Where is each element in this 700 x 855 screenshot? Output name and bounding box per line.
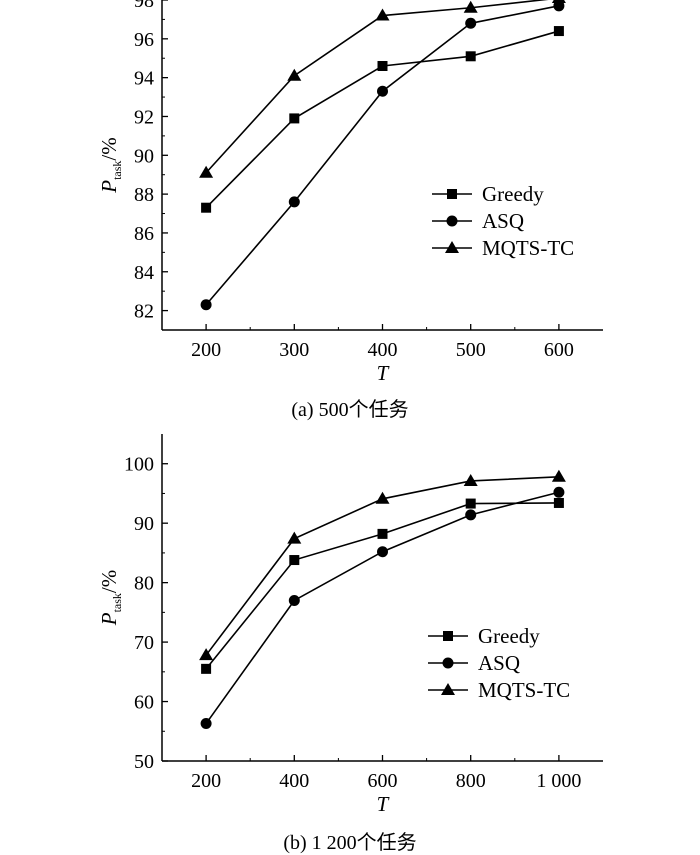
- y-tick-label: 90: [134, 145, 154, 167]
- caption-a: (a) 500个任务: [291, 399, 409, 421]
- y-tick-label: 100: [124, 454, 154, 476]
- x-tick-label: 400: [279, 770, 309, 792]
- x-tick-label: 800: [456, 770, 486, 792]
- data-point-greedy: [201, 663, 212, 674]
- y-tick-label: 90: [134, 513, 154, 535]
- data-point-mqts-tc: [463, 473, 478, 486]
- chart-a: 82 84 86 88 90 92 94 96 98 200 300 400 500 600 T Ptask/…: [97, 0, 603, 385]
- data-point-greedy: [553, 497, 564, 508]
- legend-label: ASQ: [478, 651, 520, 675]
- y-tick-label: 60: [134, 692, 154, 714]
- data-point-greedy: [289, 113, 300, 124]
- data-point-mqts-tc: [287, 68, 302, 81]
- y-axis-label: Ptask/%: [97, 570, 124, 627]
- data-point-greedy: [289, 555, 300, 566]
- data-point-mqts-tc: [287, 531, 302, 544]
- legend-marker: [442, 657, 454, 669]
- data-point-asq: [553, 0, 565, 12]
- legend-marker: [446, 215, 458, 227]
- chart-b: 50 60 70 80 90 100 200 400 600 800 1 000 T Ptask/% Gr…: [97, 434, 603, 816]
- y-tick-label: 92: [134, 106, 154, 128]
- data-point-greedy: [377, 528, 388, 539]
- legend-marker: [447, 189, 457, 199]
- legend-label: Greedy: [482, 182, 544, 206]
- data-point-asq: [377, 85, 388, 97]
- data-point-greedy: [465, 498, 476, 509]
- y-tick-label: 86: [134, 223, 154, 245]
- data-point-greedy: [377, 61, 388, 71]
- data-point-mqts-tc: [375, 491, 390, 504]
- y-tick-label: 88: [134, 184, 154, 206]
- data-point-asq: [288, 594, 300, 606]
- data-point-asq: [465, 17, 477, 29]
- legend-label: ASQ: [482, 209, 524, 233]
- legend-label: Greedy: [478, 624, 540, 648]
- y-tick-label: 94: [134, 68, 154, 90]
- data-point-mqts-tc: [551, 469, 566, 482]
- data-point-mqts-tc: [199, 165, 214, 178]
- data-point-asq: [200, 718, 212, 730]
- x-tick-label: 400: [368, 339, 398, 361]
- x-axis-label: T: [377, 361, 390, 385]
- caption-b: (b) 1 200个任务: [283, 832, 417, 854]
- data-point-asq: [288, 196, 300, 208]
- y-axis-label: Ptask/%: [97, 137, 124, 194]
- x-tick-label: 600: [368, 770, 398, 792]
- data-point-greedy: [553, 26, 564, 37]
- data-point-asq: [465, 509, 477, 521]
- legend-label: MQTS-TC: [478, 678, 570, 702]
- y-tick-label: 82: [134, 301, 154, 323]
- data-point-asq: [553, 486, 565, 498]
- x-tick-label: 1 000: [536, 770, 581, 792]
- legend-marker: [445, 241, 459, 253]
- x-tick-label: 600: [544, 339, 574, 361]
- x-tick-label: 500: [456, 339, 486, 361]
- data-point-greedy: [201, 202, 212, 213]
- x-tick-label: 200: [191, 770, 221, 792]
- legend-marker: [443, 631, 453, 641]
- data-point-greedy: [465, 51, 476, 62]
- x-tick-label: 200: [191, 339, 221, 361]
- data-point-mqts-tc: [463, 0, 478, 13]
- legend-marker: [441, 683, 455, 695]
- y-tick-label: 50: [134, 751, 154, 773]
- x-tick-label: 300: [279, 339, 309, 361]
- data-point-mqts-tc: [375, 8, 390, 21]
- data-point-asq: [377, 546, 388, 558]
- data-point-asq: [200, 299, 212, 311]
- data-point-mqts-tc: [551, 0, 566, 4]
- y-tick-label: 84: [134, 262, 154, 284]
- y-tick-label: 80: [134, 573, 154, 595]
- legend-label: MQTS-TC: [482, 236, 574, 260]
- data-point-mqts-tc: [199, 648, 214, 661]
- x-axis-label: T: [377, 792, 390, 816]
- y-tick-label: 96: [134, 29, 154, 51]
- y-tick-label: 98: [134, 0, 154, 12]
- y-tick-label: 70: [134, 632, 154, 654]
